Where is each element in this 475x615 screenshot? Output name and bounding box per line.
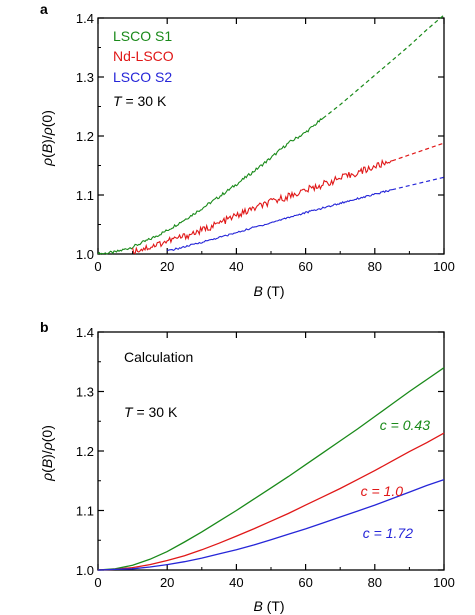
- legend-nd-lsco: Nd-LSCO: [113, 48, 174, 64]
- curve-label-c043: c = 0.43: [380, 417, 430, 433]
- series-c-1-0: [97, 432, 445, 571]
- x-tick-label-a-80: 80: [368, 259, 382, 274]
- legend-lsco-s2: LSCO S2: [113, 69, 172, 85]
- y-tick-label-b-1.4: 1.4: [76, 325, 94, 340]
- y-tick-label-a-1.3: 1.3: [76, 70, 94, 85]
- series-measured-nd-lsco: [132, 158, 393, 255]
- x-tick-label-b-60: 60: [298, 575, 312, 590]
- series-c-0-43: [97, 367, 445, 571]
- x-tick-label-a-60: 60: [298, 259, 312, 274]
- x-tick-label-a-0: 0: [94, 259, 101, 274]
- x-tick-label-b-0: 0: [94, 575, 101, 590]
- panel-a-letter: a: [40, 1, 48, 17]
- series-extrapolated-lsco-s1: [322, 14, 445, 119]
- curve-label-c172: c = 1.72: [363, 525, 413, 541]
- x-tick-label-a-40: 40: [229, 259, 243, 274]
- series-measured-lsco-s1: [97, 117, 324, 255]
- series-extrapolated-nd-lsco: [391, 142, 445, 162]
- legend-lsco-s1: LSCO S1: [113, 28, 172, 44]
- y-tick-label-a-1.4: 1.4: [76, 11, 94, 26]
- series-c-1-72: [97, 478, 445, 571]
- y-tick-label-b-1: 1.0: [76, 563, 94, 578]
- series-measured-lsco-s2: [167, 189, 393, 252]
- plot-b-area: 0 20 40 60 80 100 1.0 1.1 1.2 1.3 1.4: [76, 325, 455, 590]
- x-axis-label-a: B (T): [253, 283, 284, 299]
- x-tick-label-b-100: 100: [433, 575, 455, 590]
- y-tick-label-a-1.2: 1.2: [76, 129, 94, 144]
- x-tick-label-a-20: 20: [160, 259, 174, 274]
- y-tick-label-a-1: 1.0: [76, 247, 94, 262]
- plot-a-area: 0 20 40 60 80 100 1.0 1.1 1.2 1.3 1.4: [76, 11, 455, 274]
- x-tick-label-b-80: 80: [368, 575, 382, 590]
- y-axis-label-a: ρ(B)/ρ(0): [39, 110, 55, 167]
- temperature-annotation-a: T = 30 K: [113, 93, 167, 109]
- y-tick-label-b-1.3: 1.3: [76, 385, 94, 400]
- calculation-label: Calculation: [124, 349, 193, 365]
- temperature-annotation-b: T = 30 K: [124, 404, 178, 420]
- x-tick-label-b-40: 40: [229, 575, 243, 590]
- y-tick-label-a-1.1: 1.1: [76, 188, 94, 203]
- panel-a: a 0 20 40 60 80 100 1.0 1.1 1.2 1.3 1.4 LSCO S1 Nd…: [39, 1, 455, 299]
- y-axis-label-b: ρ(B)/ρ(0): [39, 425, 55, 482]
- x-tick-label-a-100: 100: [433, 259, 455, 274]
- panel-b-letter: b: [40, 319, 49, 335]
- curve-label-c10: c = 1.0: [361, 483, 404, 499]
- x-axis-label-b: B (T): [253, 598, 284, 614]
- panel-b: b 0 20 40 60 80 100 1.0 1.1 1.2 1.3 1.4 Calculatio…: [39, 319, 455, 614]
- y-tick-label-b-1.2: 1.2: [76, 444, 94, 459]
- y-tick-label-b-1.1: 1.1: [76, 504, 94, 519]
- x-tick-label-b-20: 20: [160, 575, 174, 590]
- series-extrapolated-lsco-s2: [391, 176, 445, 191]
